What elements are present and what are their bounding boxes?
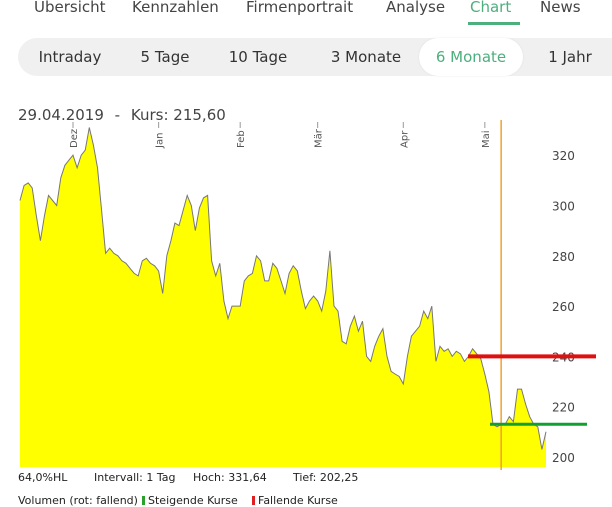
range-10-tage[interactable]: 10 Tage (228, 48, 288, 66)
y-tick-label-6: 320 (552, 149, 575, 163)
legend-rising-item: Steigende Kurse (142, 494, 238, 507)
month-label-4: Apr (399, 130, 410, 148)
rising-swatch (142, 496, 145, 505)
y-tick-label-5: 300 (552, 199, 575, 213)
month-label-1: Jan (155, 133, 166, 149)
quote-price: 215,60 (173, 106, 226, 124)
range-3-monate[interactable]: 3 Monate (330, 48, 402, 66)
quote-date: 29.04.2019 (18, 106, 104, 124)
stat-interval: Intervall: 1 Tag (94, 471, 176, 484)
price-area (20, 127, 546, 467)
quote-separator: - (114, 106, 121, 124)
tab-chart[interactable]: Chart (470, 0, 512, 16)
range-5-tage[interactable]: 5 Tage (140, 48, 190, 66)
tab-uebersicht[interactable]: Übersicht (34, 0, 106, 16)
month-label-0: Dez (69, 129, 80, 148)
active-tab-indicator (468, 22, 520, 25)
stat-hl: 64,0%HL (18, 471, 68, 484)
legend-falling: Fallende Kurse (258, 494, 338, 507)
legend-volume: Volumen (rot: fallend) (18, 494, 138, 507)
y-tick-label-1: 220 (552, 401, 575, 415)
range-1-jahr[interactable]: 1 Jahr (548, 48, 592, 66)
tab-firmenportrait[interactable]: Firmenportrait (246, 0, 354, 16)
price-line (19, 127, 547, 450)
range-6-monate[interactable]: 6 Monate (419, 38, 523, 76)
tab-kennzahlen[interactable]: Kennzahlen (132, 0, 219, 16)
stat-high: Hoch: 331,64 (193, 471, 267, 484)
falling-swatch (252, 496, 255, 505)
range-selector: Intraday 5 Tage 10 Tage 3 Monate 6 Monat… (18, 38, 612, 76)
month-label-5: Mai (481, 130, 492, 148)
month-label-3: Mär (314, 128, 325, 148)
month-label-2: Feb (236, 130, 247, 148)
y-tick-label-0: 200 (552, 451, 575, 465)
legend-falling-item: Fallende Kurse (252, 494, 338, 507)
stat-low: Tief: 202,25 (293, 471, 359, 484)
price-chart[interactable]: DezJanFebMärAprMai200220240260280300320 (0, 120, 612, 470)
quote-price-label: Kurs: (130, 106, 169, 124)
y-tick-label-4: 280 (552, 250, 575, 264)
tab-analyse[interactable]: Analyse (386, 0, 446, 16)
quote-info: 29.04.2019 - Kurs: 215,60 (18, 106, 226, 124)
range-intraday[interactable]: Intraday (38, 48, 102, 66)
tab-news[interactable]: News (540, 0, 581, 16)
y-tick-label-3: 260 (552, 300, 575, 314)
legend-rising: Steigende Kurse (148, 494, 238, 507)
top-nav: Übersicht Kennzahlen Firmenportrait Anal… (0, 0, 612, 26)
